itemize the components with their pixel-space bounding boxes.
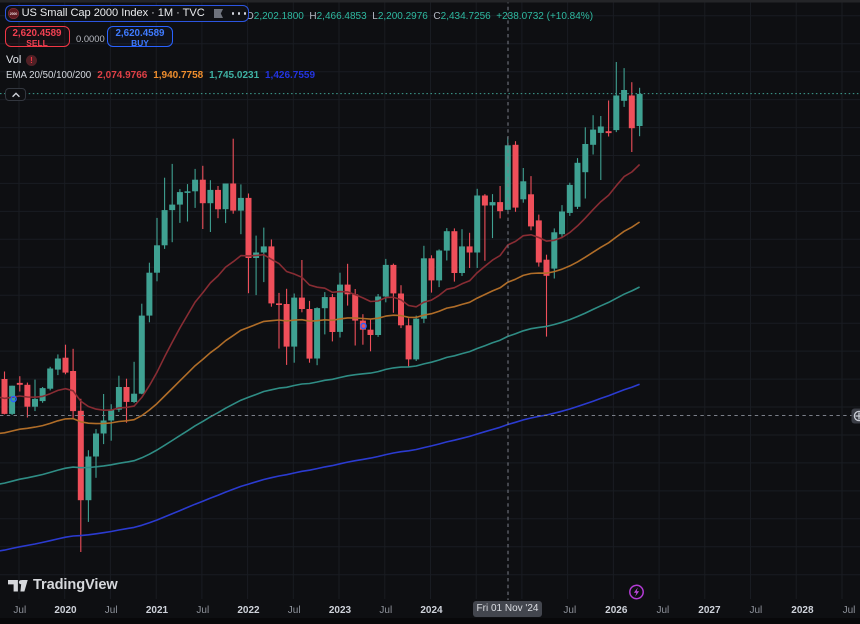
svg-text:2000: 2000 [9,12,17,16]
